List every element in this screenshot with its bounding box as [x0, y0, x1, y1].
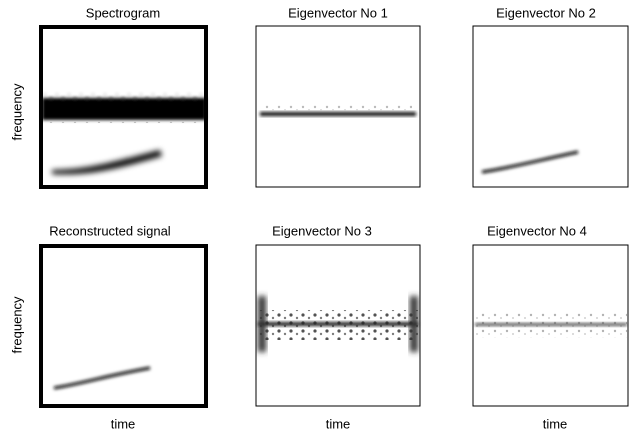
panel-title: Eigenvector No 2 [496, 5, 596, 20]
panel-title: Eigenvector No 4 [487, 223, 587, 238]
y-axis-label: frequency [9, 83, 24, 141]
eigenvector-image [472, 244, 629, 407]
spectrogram-image [39, 25, 208, 189]
x-axis-label: time [326, 416, 351, 431]
panel-title: Eigenvector No 1 [288, 5, 388, 20]
eigenvector-image [472, 25, 629, 188]
x-axis-label: time [543, 416, 568, 431]
y-axis-label: frequency [9, 296, 24, 354]
eigenvector-image [255, 25, 421, 188]
eigenvector-image [255, 244, 421, 407]
panel-title: Spectrogram [86, 5, 160, 20]
x-axis-label: time [111, 416, 136, 431]
panel-title: Reconstructed signal [49, 223, 171, 238]
reconstructed-image [39, 244, 208, 408]
panel-title: Eigenvector No 3 [272, 223, 372, 238]
